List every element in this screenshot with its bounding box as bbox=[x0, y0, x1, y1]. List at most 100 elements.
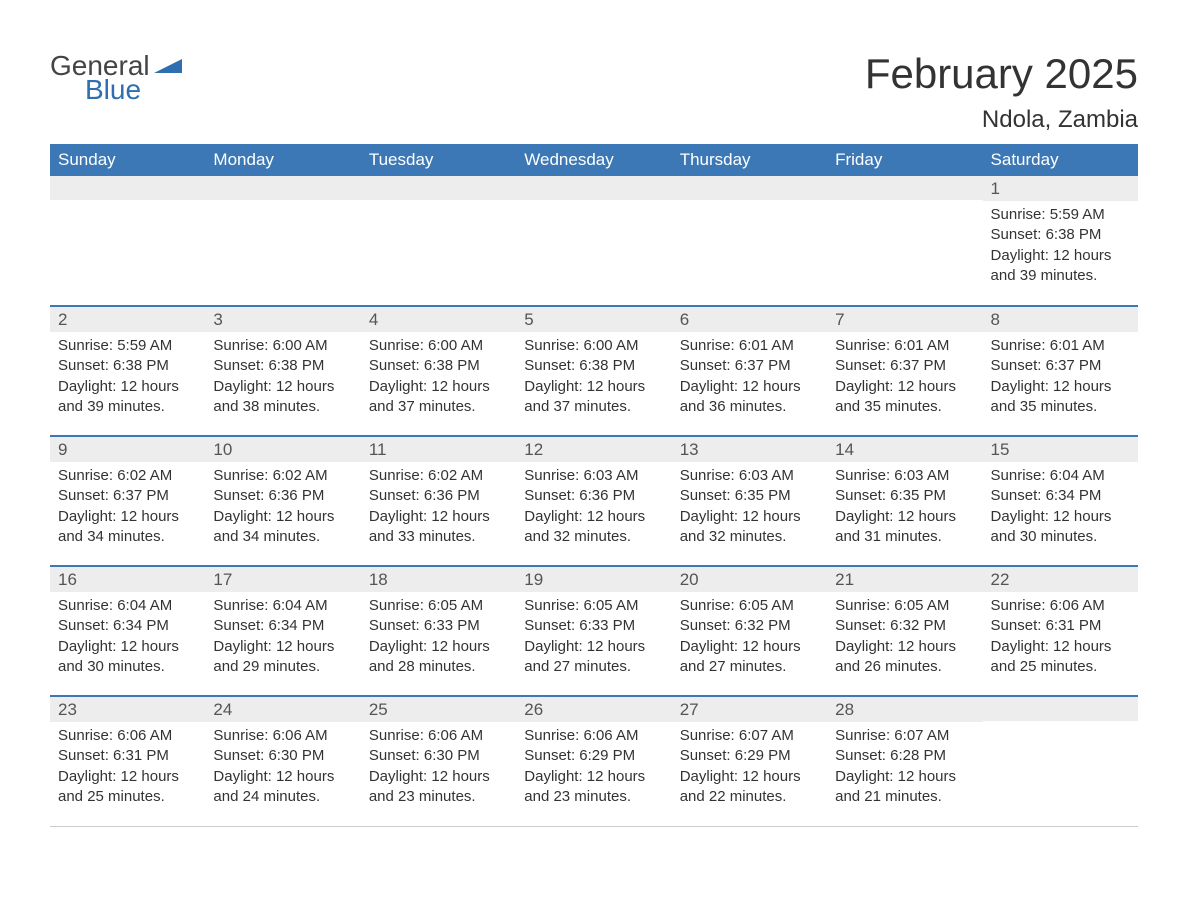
calendar-head: SundayMondayTuesdayWednesdayThursdayFrid… bbox=[50, 144, 1138, 176]
day-number: 13 bbox=[672, 437, 827, 462]
calendar-cell: 21Sunrise: 6:05 AMSunset: 6:32 PMDayligh… bbox=[827, 566, 982, 696]
daylight-line: Daylight: 12 hours and 23 minutes. bbox=[369, 767, 508, 808]
daylight-line: Daylight: 12 hours and 37 minutes. bbox=[524, 377, 663, 418]
calendar-cell bbox=[827, 176, 982, 306]
day-details: Sunrise: 6:03 AMSunset: 6:36 PMDaylight:… bbox=[516, 462, 671, 553]
day-number: 22 bbox=[983, 567, 1138, 592]
sunrise-line: Sunrise: 6:04 AM bbox=[991, 466, 1130, 486]
day-number: 9 bbox=[50, 437, 205, 462]
sunrise-line: Sunrise: 6:01 AM bbox=[835, 336, 974, 356]
sunrise-line: Sunrise: 6:02 AM bbox=[58, 466, 197, 486]
calendar-cell: 17Sunrise: 6:04 AMSunset: 6:34 PMDayligh… bbox=[205, 566, 360, 696]
calendar-week: 23Sunrise: 6:06 AMSunset: 6:31 PMDayligh… bbox=[50, 696, 1138, 826]
flag-icon bbox=[154, 55, 184, 80]
calendar-cell: 18Sunrise: 6:05 AMSunset: 6:33 PMDayligh… bbox=[361, 566, 516, 696]
sunset-line: Sunset: 6:31 PM bbox=[991, 616, 1130, 636]
calendar-cell: 19Sunrise: 6:05 AMSunset: 6:33 PMDayligh… bbox=[516, 566, 671, 696]
sunrise-line: Sunrise: 6:00 AM bbox=[213, 336, 352, 356]
header: General Blue February 2025 Ndola, Zambia bbox=[50, 50, 1138, 134]
sunset-line: Sunset: 6:31 PM bbox=[58, 746, 197, 766]
sunset-line: Sunset: 6:34 PM bbox=[58, 616, 197, 636]
calendar-cell: 7Sunrise: 6:01 AMSunset: 6:37 PMDaylight… bbox=[827, 306, 982, 436]
day-number: 12 bbox=[516, 437, 671, 462]
sunset-line: Sunset: 6:32 PM bbox=[680, 616, 819, 636]
sunrise-line: Sunrise: 6:04 AM bbox=[58, 596, 197, 616]
sunset-line: Sunset: 6:38 PM bbox=[58, 356, 197, 376]
sunset-line: Sunset: 6:29 PM bbox=[524, 746, 663, 766]
weekday-header: Wednesday bbox=[516, 144, 671, 176]
day-details: Sunrise: 6:05 AMSunset: 6:33 PMDaylight:… bbox=[361, 592, 516, 683]
calendar-cell bbox=[361, 176, 516, 306]
day-details: Sunrise: 6:06 AMSunset: 6:30 PMDaylight:… bbox=[361, 722, 516, 813]
sunrise-line: Sunrise: 6:05 AM bbox=[680, 596, 819, 616]
daylight-line: Daylight: 12 hours and 24 minutes. bbox=[213, 767, 352, 808]
sunrise-line: Sunrise: 6:01 AM bbox=[991, 336, 1130, 356]
daylight-line: Daylight: 12 hours and 27 minutes. bbox=[524, 637, 663, 678]
weekday-header: Thursday bbox=[672, 144, 827, 176]
sunset-line: Sunset: 6:36 PM bbox=[213, 486, 352, 506]
day-details: Sunrise: 6:06 AMSunset: 6:31 PMDaylight:… bbox=[983, 592, 1138, 683]
calendar-cell: 11Sunrise: 6:02 AMSunset: 6:36 PMDayligh… bbox=[361, 436, 516, 566]
daylight-line: Daylight: 12 hours and 21 minutes. bbox=[835, 767, 974, 808]
sunrise-line: Sunrise: 6:05 AM bbox=[524, 596, 663, 616]
day-number: 5 bbox=[516, 307, 671, 332]
day-details: Sunrise: 6:05 AMSunset: 6:32 PMDaylight:… bbox=[827, 592, 982, 683]
calendar-cell: 20Sunrise: 6:05 AMSunset: 6:32 PMDayligh… bbox=[672, 566, 827, 696]
calendar-cell: 9Sunrise: 6:02 AMSunset: 6:37 PMDaylight… bbox=[50, 436, 205, 566]
day-details: Sunrise: 6:07 AMSunset: 6:28 PMDaylight:… bbox=[827, 722, 982, 813]
calendar-cell: 1Sunrise: 5:59 AMSunset: 6:38 PMDaylight… bbox=[983, 176, 1138, 306]
sunset-line: Sunset: 6:30 PM bbox=[369, 746, 508, 766]
day-details: Sunrise: 6:02 AMSunset: 6:36 PMDaylight:… bbox=[205, 462, 360, 553]
empty-day-header bbox=[672, 176, 827, 200]
daylight-line: Daylight: 12 hours and 39 minutes. bbox=[58, 377, 197, 418]
calendar-cell bbox=[516, 176, 671, 306]
sunset-line: Sunset: 6:38 PM bbox=[213, 356, 352, 376]
sunrise-line: Sunrise: 6:07 AM bbox=[680, 726, 819, 746]
day-details: Sunrise: 6:00 AMSunset: 6:38 PMDaylight:… bbox=[516, 332, 671, 423]
day-details: Sunrise: 6:06 AMSunset: 6:30 PMDaylight:… bbox=[205, 722, 360, 813]
weekday-header: Friday bbox=[827, 144, 982, 176]
sunrise-line: Sunrise: 6:05 AM bbox=[835, 596, 974, 616]
day-details: Sunrise: 6:01 AMSunset: 6:37 PMDaylight:… bbox=[672, 332, 827, 423]
calendar-cell: 26Sunrise: 6:06 AMSunset: 6:29 PMDayligh… bbox=[516, 696, 671, 826]
daylight-line: Daylight: 12 hours and 36 minutes. bbox=[680, 377, 819, 418]
empty-day-header bbox=[516, 176, 671, 200]
calendar-cell: 12Sunrise: 6:03 AMSunset: 6:36 PMDayligh… bbox=[516, 436, 671, 566]
day-number: 27 bbox=[672, 697, 827, 722]
day-details: Sunrise: 6:00 AMSunset: 6:38 PMDaylight:… bbox=[361, 332, 516, 423]
day-details: Sunrise: 6:06 AMSunset: 6:29 PMDaylight:… bbox=[516, 722, 671, 813]
day-details: Sunrise: 6:07 AMSunset: 6:29 PMDaylight:… bbox=[672, 722, 827, 813]
day-number: 6 bbox=[672, 307, 827, 332]
day-number: 19 bbox=[516, 567, 671, 592]
daylight-line: Daylight: 12 hours and 32 minutes. bbox=[680, 507, 819, 548]
calendar-cell: 5Sunrise: 6:00 AMSunset: 6:38 PMDaylight… bbox=[516, 306, 671, 436]
sunset-line: Sunset: 6:38 PM bbox=[369, 356, 508, 376]
day-number: 11 bbox=[361, 437, 516, 462]
daylight-line: Daylight: 12 hours and 32 minutes. bbox=[524, 507, 663, 548]
day-details: Sunrise: 6:04 AMSunset: 6:34 PMDaylight:… bbox=[205, 592, 360, 683]
sunset-line: Sunset: 6:37 PM bbox=[835, 356, 974, 376]
day-details: Sunrise: 6:04 AMSunset: 6:34 PMDaylight:… bbox=[50, 592, 205, 683]
daylight-line: Daylight: 12 hours and 34 minutes. bbox=[213, 507, 352, 548]
calendar-table: SundayMondayTuesdayWednesdayThursdayFrid… bbox=[50, 144, 1138, 827]
sunrise-line: Sunrise: 6:03 AM bbox=[524, 466, 663, 486]
month-title: February 2025 bbox=[865, 50, 1138, 98]
day-number: 1 bbox=[983, 176, 1138, 201]
sunset-line: Sunset: 6:37 PM bbox=[58, 486, 197, 506]
daylight-line: Daylight: 12 hours and 33 minutes. bbox=[369, 507, 508, 548]
calendar-cell: 23Sunrise: 6:06 AMSunset: 6:31 PMDayligh… bbox=[50, 696, 205, 826]
sunset-line: Sunset: 6:36 PM bbox=[524, 486, 663, 506]
day-number: 4 bbox=[361, 307, 516, 332]
calendar-cell: 13Sunrise: 6:03 AMSunset: 6:35 PMDayligh… bbox=[672, 436, 827, 566]
day-number: 18 bbox=[361, 567, 516, 592]
day-details: Sunrise: 6:06 AMSunset: 6:31 PMDaylight:… bbox=[50, 722, 205, 813]
daylight-line: Daylight: 12 hours and 23 minutes. bbox=[524, 767, 663, 808]
empty-day-header bbox=[50, 176, 205, 200]
sunrise-line: Sunrise: 6:03 AM bbox=[835, 466, 974, 486]
calendar-week: 9Sunrise: 6:02 AMSunset: 6:37 PMDaylight… bbox=[50, 436, 1138, 566]
day-details: Sunrise: 6:05 AMSunset: 6:33 PMDaylight:… bbox=[516, 592, 671, 683]
sunrise-line: Sunrise: 6:01 AM bbox=[680, 336, 819, 356]
sunrise-line: Sunrise: 6:02 AM bbox=[369, 466, 508, 486]
calendar-cell: 28Sunrise: 6:07 AMSunset: 6:28 PMDayligh… bbox=[827, 696, 982, 826]
sunrise-line: Sunrise: 6:06 AM bbox=[524, 726, 663, 746]
